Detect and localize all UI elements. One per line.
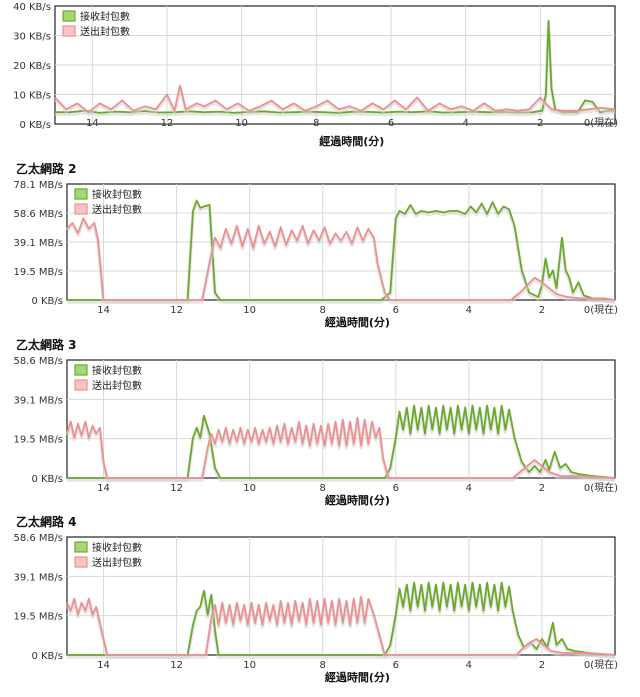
y-tick-label: 10 KB/s [13,91,51,102]
legend-label: 送出封包數 [92,379,142,392]
chart-svg-2: 58.6 MB/s 39.1 MB/s 19.5 MB/s 0 KB/s 14 12 10 8… [13,356,618,507]
series-line-sent [66,416,616,479]
x-tick-label: 2 [539,660,545,671]
x-tick-label: 14 [97,660,110,671]
x-tick-label: 8 [320,305,326,316]
legend-label: 接收封包數 [92,364,142,377]
series-line-sent [66,217,616,301]
series-line-received [67,199,616,301]
x-tick-label: 12 [170,483,183,494]
y-tick-label: 58.6 MB/s [13,209,63,220]
x-tick-label: 0(現在) [584,117,618,129]
y-tick-label: 19.5 MB/s [13,612,63,623]
series-line-sent [66,595,616,656]
x-tick-label: 0(現在) [584,304,618,316]
y-tick-label: 39.1 MB/s [13,572,63,583]
x-axis-label: 經過時間(分) [325,670,390,684]
chart-svg-1: 78.1 MB/s 58.6 MB/s 39.1 MB/s 19.5 MB/s 0 KB… [13,180,618,329]
legend-swatch [74,188,88,200]
x-tick-label: 10 [243,483,256,494]
legend-label: 送出封包數 [92,556,142,569]
y-tick-label: 0 KB/s [31,651,63,662]
x-tick-label: 6 [388,118,394,129]
panel-title: 乙太網路 4 [16,515,77,529]
x-tick-label: 14 [97,305,110,316]
legend-label: 接收封包數 [92,541,142,554]
legend-swatch [74,364,88,376]
legend-label: 接收封包數 [92,188,142,201]
chart-panel-3: 乙太網路 4 58.6 MB/s 39.1 MB/s 19.5 MB/s 0 KB/s… [0,513,640,693]
legend-swatch [74,541,88,553]
plot-area [66,359,616,479]
chart-panel-0: 40 KB/s 30 KB/s 20 KB/s 10 KB/s 0 KB/s 14 12 10… [0,0,640,156]
chart-panel-1: 乙太網路 2 78.1 MB/s 58.6 MB/s 39.1 MB/s 19.5 M… [0,160,640,332]
x-tick-label: 2 [537,118,543,129]
x-tick-label: 8 [320,483,326,494]
y-tick-label: 58.6 MB/s [13,533,63,544]
x-tick-label: 4 [466,305,472,316]
x-tick-label: 2 [539,305,545,316]
legend-swatch [62,25,76,37]
panel-title: 乙太網路 3 [16,338,77,352]
x-tick-label: 10 [243,305,256,316]
y-tick-label: 30 KB/s [13,32,51,43]
y-tick-label: 19.5 MB/s [13,267,63,278]
x-tick-label: 12 [161,118,174,129]
y-tick-label: 0 KB/s [31,296,63,307]
x-tick-label: 12 [170,305,183,316]
x-tick-label: 10 [235,118,248,129]
x-tick-label: 6 [393,305,399,316]
legend-label: 接收封包數 [80,10,130,23]
y-tick-label: 20 KB/s [13,61,51,72]
series-line-received [67,581,616,656]
x-axis-label: 經過時間(分) [325,315,390,329]
chart-svg-3: 58.6 MB/s 39.1 MB/s 19.5 MB/s 0 KB/s 14 12 10 8… [13,533,618,684]
y-tick-label: 78.1 MB/s [13,180,63,191]
y-tick-label: 39.1 MB/s [13,238,63,249]
legend-label: 送出封包數 [92,203,142,216]
x-tick-label: 4 [462,118,468,129]
x-tick-label: 8 [320,660,326,671]
x-tick-label: 8 [313,118,319,129]
y-tick-label: 58.6 MB/s [13,356,63,367]
chart-svg-0: 40 KB/s 30 KB/s 20 KB/s 10 KB/s 0 KB/s 14 12 10… [13,2,618,148]
chart-panel-2: 乙太網路 3 58.6 MB/s 39.1 MB/s 19.5 MB/s 0 KB/s… [0,336,640,508]
x-tick-label: 14 [97,483,110,494]
plot-area [66,536,616,656]
x-axis-label: 經過時間(分) [319,134,384,148]
x-tick-label: 6 [393,660,399,671]
x-tick-label: 12 [170,660,183,671]
x-tick-label: 10 [243,660,256,671]
legend-label: 送出封包數 [80,25,130,38]
x-tick-label: 6 [393,483,399,494]
x-axis-label: 經過時間(分) [325,493,390,507]
y-tick-label: 0 KB/s [31,474,63,485]
legend-swatch [62,10,76,22]
legend-swatch [74,203,88,215]
y-tick-label: 0 KB/s [19,120,51,131]
legend-swatch [74,556,88,568]
panel-title: 乙太網路 2 [16,162,77,176]
x-tick-label: 14 [86,118,99,129]
y-tick-label: 19.5 MB/s [13,435,63,446]
x-tick-label: 4 [466,483,472,494]
y-tick-label: 39.1 MB/s [13,395,63,406]
y-tick-label: 40 KB/s [13,2,51,13]
series-line-sent [54,84,616,114]
x-tick-label: 4 [466,660,472,671]
series-shadow [53,85,616,116]
x-tick-label: 0(現在) [584,659,618,671]
x-tick-label: 2 [539,483,545,494]
x-tick-label: 0(現在) [584,482,618,494]
legend-swatch [74,379,88,391]
